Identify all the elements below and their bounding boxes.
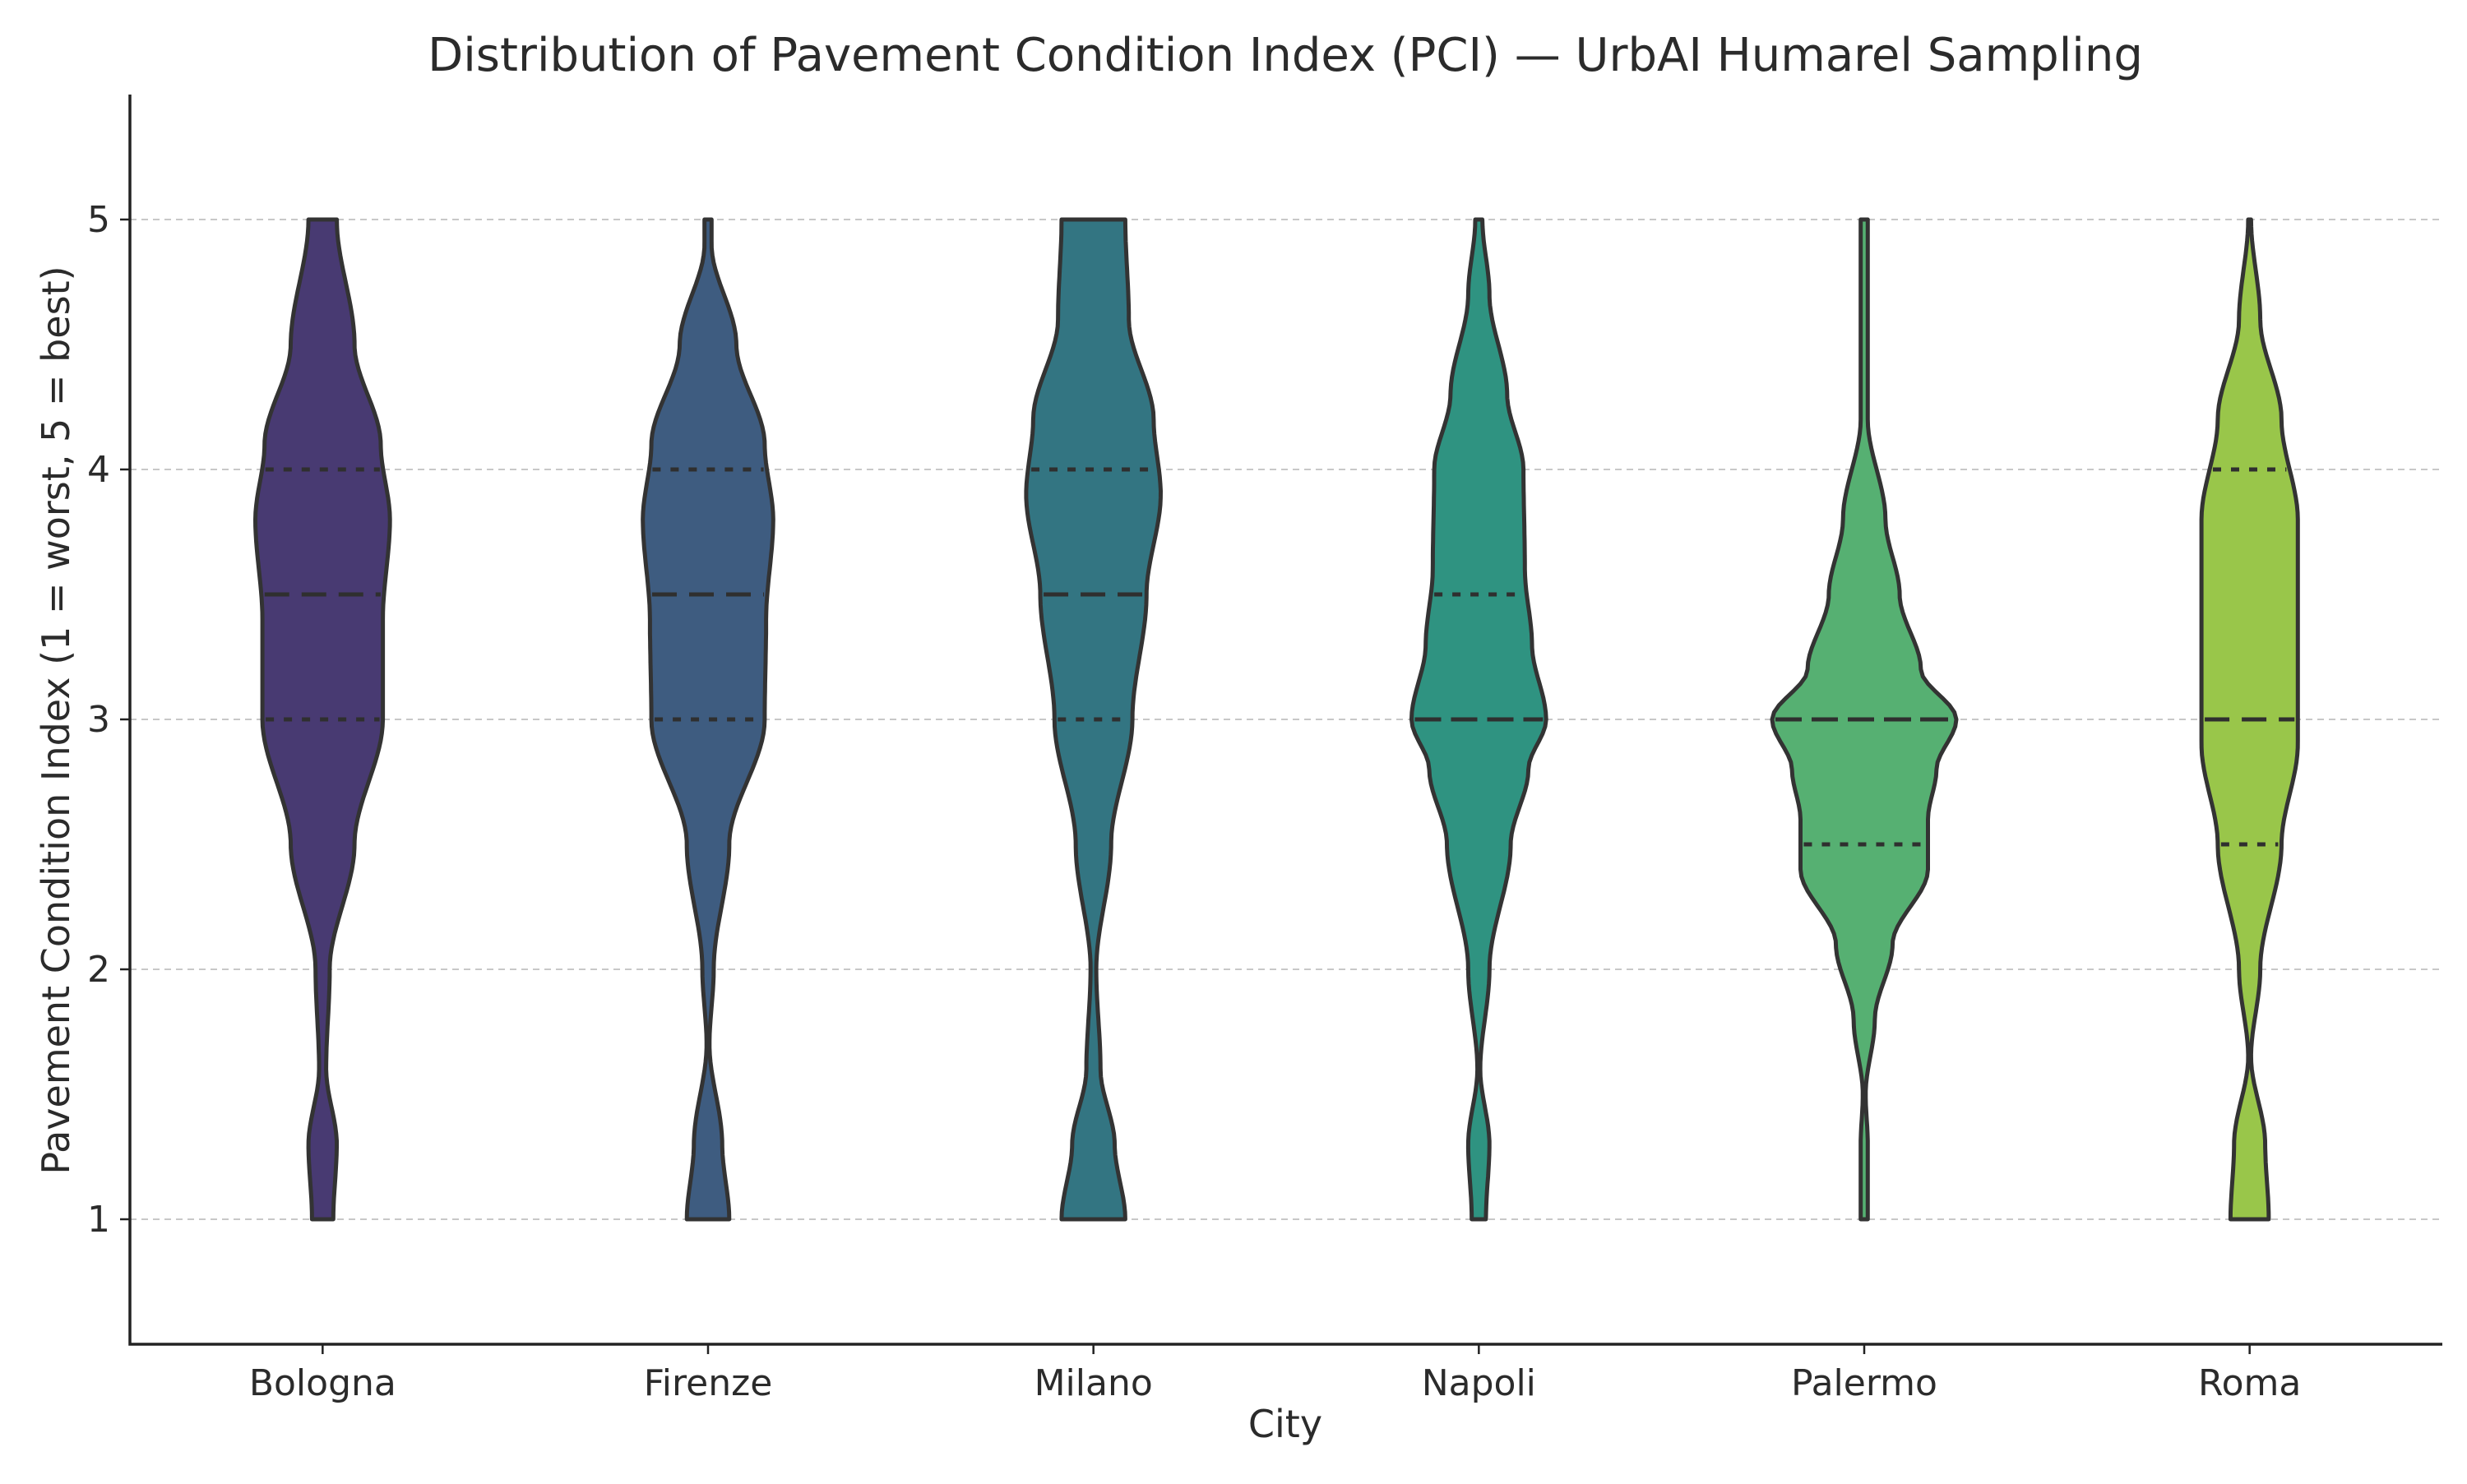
axis-spines (128, 95, 2442, 1346)
axes: 1 2 3 4 5 Bologna Firenze Milano Napoli Palermo Ro… (87, 95, 2442, 1404)
y-tick-label: 3 (87, 699, 110, 741)
violin-milano (1024, 217, 1163, 1222)
y-tick-label: 2 (87, 949, 110, 991)
y-tick-label: 5 (87, 199, 110, 241)
y-tick-label: 1 (87, 1199, 110, 1241)
chart-title: Distribution of Pavement Condition Index… (428, 29, 2143, 82)
x-axis-label: City (1248, 1402, 1322, 1446)
violins (253, 217, 2300, 1222)
x-tick-label-bologna: Bologna (249, 1362, 396, 1404)
x-tick-label-milano: Milano (1034, 1362, 1153, 1404)
x-tick-label-roma: Roma (2198, 1362, 2301, 1404)
violin-napoli (1409, 217, 1548, 1222)
grid-lines (130, 219, 2442, 1220)
x-tick-label-palermo: Palermo (1791, 1362, 1937, 1404)
x-tick-label-firenze: Firenze (644, 1362, 773, 1404)
x-tick-label-napoli: Napoli (1422, 1362, 1536, 1404)
y-axis-label: Pavement Condition Index (1 = worst, 5 =… (34, 266, 78, 1174)
y-tick-label: 4 (87, 449, 110, 491)
